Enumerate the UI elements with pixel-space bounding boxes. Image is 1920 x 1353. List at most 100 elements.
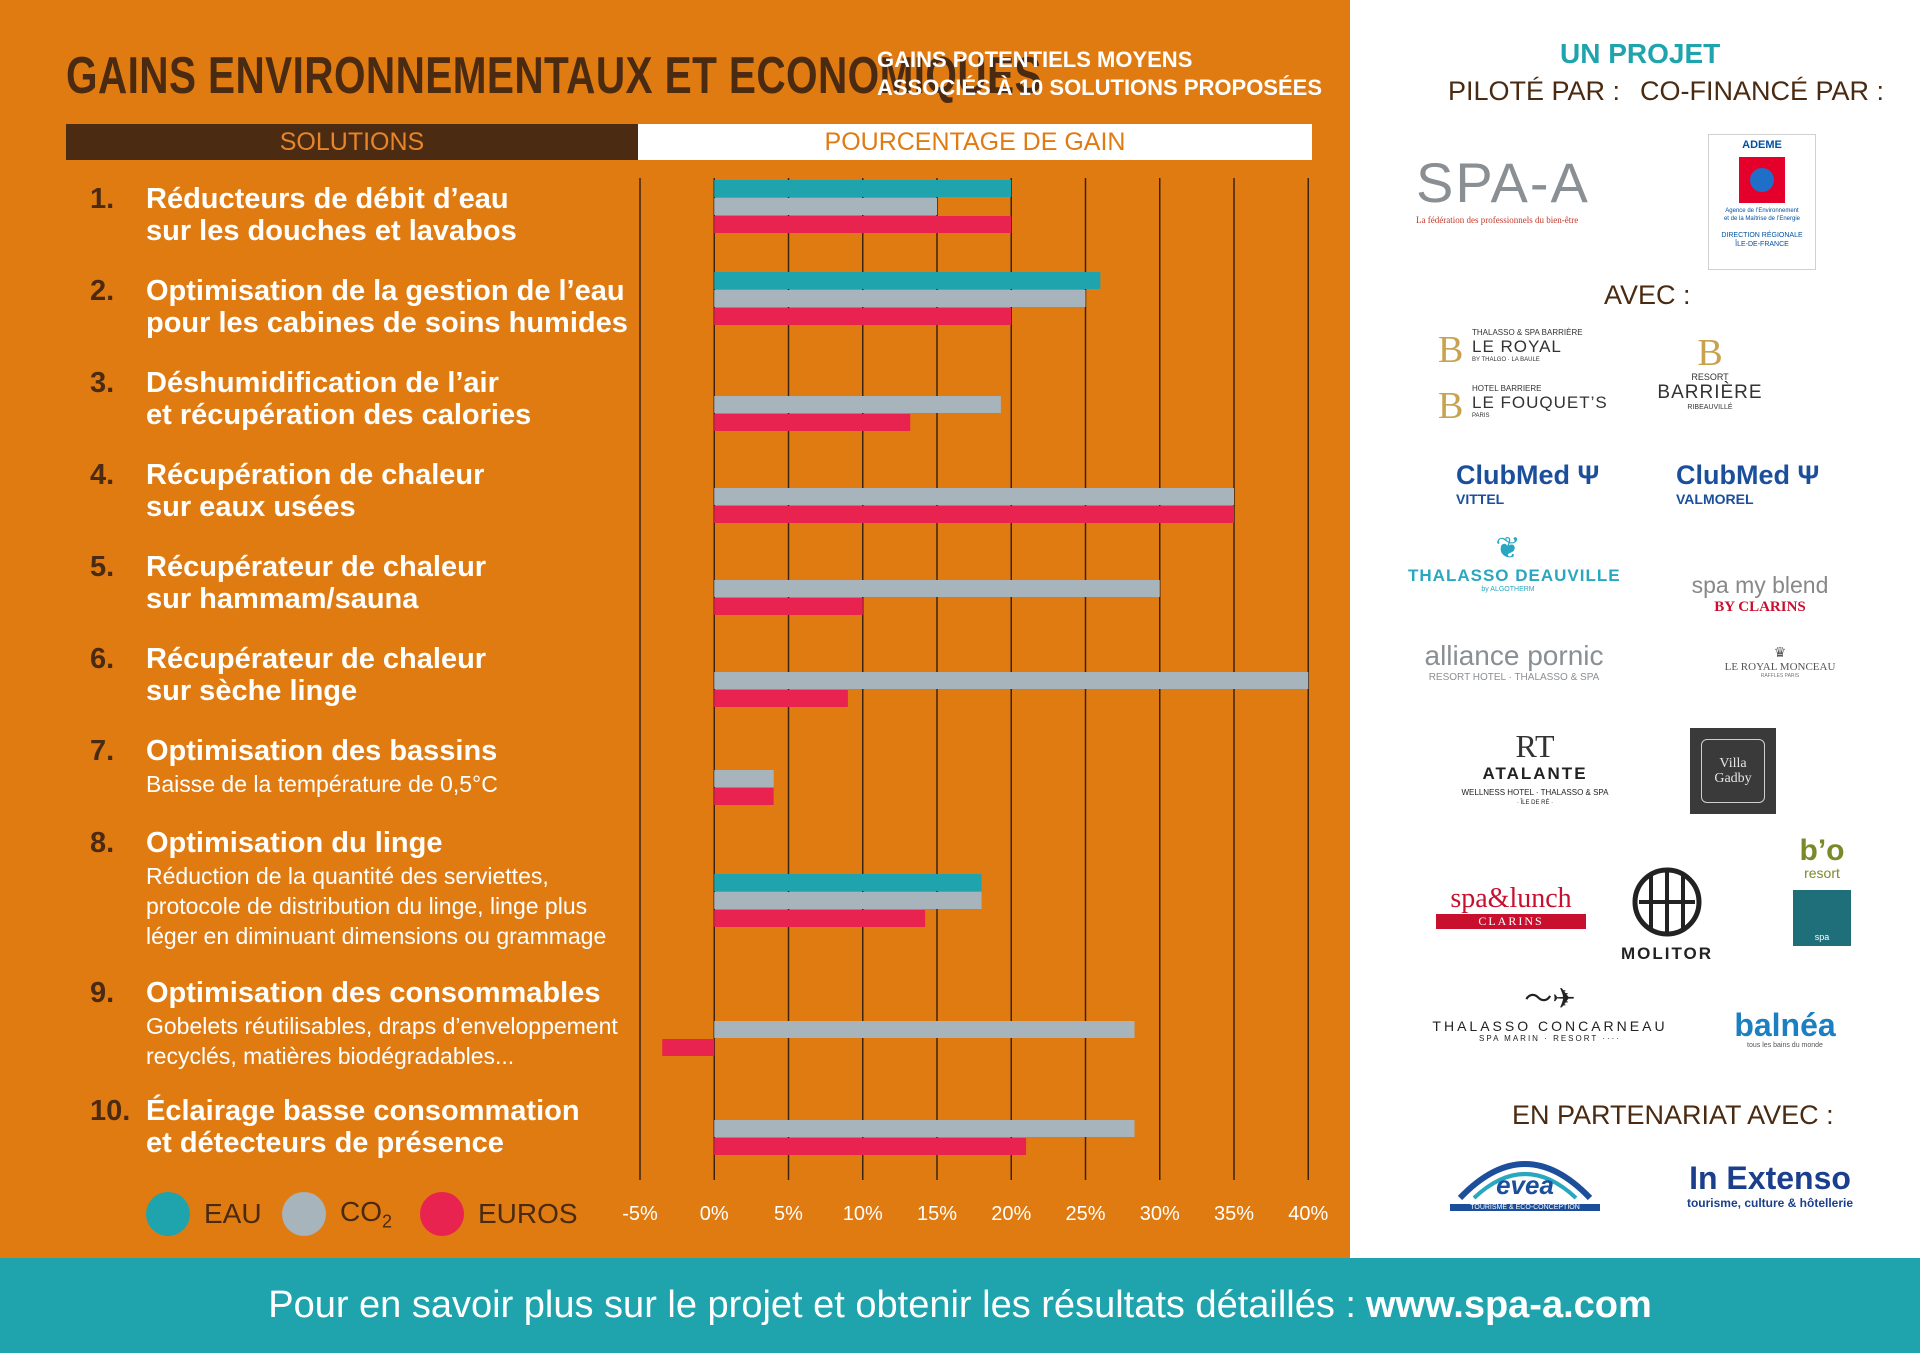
thalasso-concarneau-logo: 〜✈ THALASSO CONCARNEAU SPA MARIN · RESOR… — [1420, 983, 1680, 1044]
un-projet-heading: UN PROJET — [1560, 38, 1721, 69]
x-tick-label: 30% — [1140, 1203, 1180, 1225]
spa-a-logo: SPA-A La fédération des professionnels d… — [1416, 151, 1590, 225]
legend-item-eau: EAU — [146, 1192, 262, 1236]
x-tick-label: 40% — [1288, 1203, 1328, 1225]
solution-number: 7. — [90, 735, 115, 767]
solution-description: Réduction de la quantité des serviettes,… — [146, 863, 607, 949]
bar-euros-4 — [714, 506, 1234, 523]
royal-monceau-logo: ♛ LE ROYAL MONCEAU RAFFLES PARIS — [1710, 644, 1850, 679]
molitor-grid-icon — [1632, 867, 1702, 937]
avec-label: AVEC : — [1604, 280, 1691, 310]
x-tick-label: 10% — [843, 1203, 883, 1225]
legend-label-co2: CO2 — [340, 1195, 393, 1232]
cofinance-par-label: CO-FINANCÉ PAR : — [1640, 76, 1885, 106]
x-tick-label: 5% — [774, 1203, 803, 1225]
solution-number: 1. — [90, 183, 115, 215]
spa-lunch-logo: spa&lunch CLARINS — [1436, 884, 1586, 929]
molitor-logo: MOLITOR — [1612, 866, 1722, 964]
legend-swatch-co2 — [282, 1192, 326, 1236]
alliance-pornic-logo: alliance pornic RESORT HOTEL · THALASSO … — [1424, 640, 1604, 683]
solution-title: Récupérateur de chaleur sur hammam/sauna — [146, 551, 487, 615]
x-tick-label: 35% — [1214, 1203, 1254, 1225]
x-tick-label: 15% — [917, 1203, 957, 1225]
partenariat-label: EN PARTENARIAT AVEC : — [1512, 1100, 1834, 1130]
le-royal-logo: B THALASSO & SPA BARRIÈRE LE ROYAL BY TH… — [1438, 328, 1583, 371]
chart-panel: GAINS ENVIRONNEMENTAUX ET ECONOMIQUES GA… — [0, 0, 1350, 1258]
bar-euros-1 — [714, 216, 1012, 233]
bar-eau-2 — [714, 272, 1101, 289]
x-tick-label: -5% — [622, 1203, 658, 1225]
subtitle-line-2: ASSOCIÉS À 10 SOLUTIONS PROPOSÉES — [877, 75, 1322, 100]
partners-panel: UN PROJET PILOTÉ PAR : CO-FINANCÉ PAR : … — [1350, 0, 1920, 1258]
x-tick-label: 0% — [700, 1203, 729, 1225]
solution-description: Gobelets réutilisables, draps d’envelopp… — [146, 1013, 618, 1069]
solution-title: Récupérateur de chaleur sur sèche linge — [146, 643, 487, 707]
bar-euros-9 — [662, 1039, 715, 1056]
bar-euros-8 — [714, 910, 926, 927]
solution-number: 8. — [90, 827, 115, 859]
trident-icon: Ψ — [1797, 460, 1820, 490]
page-subtitle: GAINS POTENTIELS MOYENS ASSOCIÉS À 10 SO… — [877, 46, 1322, 102]
bo-resort-logo: b’o resort spa — [1782, 836, 1862, 946]
solution-title: Réducteurs de débit d’eau sur les douche… — [146, 183, 517, 247]
le-fouquets-logo: B HOTEL BARRIERE LE FOUQUET’S PARIS — [1438, 384, 1608, 427]
evea-logo: evea TOURISME & ECO-CONCEPTION — [1450, 1150, 1600, 1222]
subtitle-line-1: GAINS POTENTIELS MOYENS — [877, 47, 1193, 72]
bar-euros-3 — [714, 414, 911, 431]
clubmed-valmorel-logo: ClubMed Ψ VALMOREL — [1676, 460, 1820, 507]
thalasso-deauville-logo: ❦ THALASSO DEAUVILLE by ALGOTHERM — [1408, 532, 1621, 593]
solution-title: Optimisation des consommables — [146, 977, 601, 1009]
solution-title: Éclairage basse consommation et détecteu… — [146, 1095, 580, 1159]
bar-co2-9 — [714, 1021, 1135, 1038]
solution-number: 5. — [90, 551, 115, 583]
bar-co2-3 — [714, 396, 1001, 413]
spa-my-blend-logo: spa my blend BY CLARINS — [1691, 572, 1829, 615]
seaweed-icon: ❦ — [1495, 532, 1521, 565]
pilote-par-label: PILOTÉ PAR : — [1448, 76, 1621, 106]
solution-number: 2. — [90, 275, 115, 307]
bar-eau-1 — [714, 180, 1012, 197]
bar-co2-4 — [714, 488, 1234, 505]
bar-co2-2 — [714, 290, 1086, 307]
column-header-gain: POURCENTAGE DE GAIN — [638, 124, 1312, 160]
bar-euros-5 — [714, 598, 863, 615]
legend-swatch-euros — [420, 1192, 464, 1236]
bird-wave-icon: 〜✈ — [1524, 983, 1576, 1014]
x-tick-label: 25% — [1065, 1203, 1105, 1225]
bar-co2-8 — [714, 892, 982, 909]
bar-co2-7 — [714, 770, 774, 787]
barriere-b-icon: B — [1438, 329, 1464, 371]
bar-euros-2 — [714, 308, 1012, 325]
bar-co2-6 — [714, 672, 1309, 689]
clubmed-vittel-logo: ClubMed Ψ VITTEL — [1456, 460, 1600, 507]
footer-link[interactable]: www.spa-a.com — [1366, 1284, 1652, 1326]
barriere-b-icon: B — [1438, 385, 1464, 427]
bar-co2-10 — [714, 1120, 1135, 1137]
balnea-logo: balnéa tous les bains du monde — [1734, 1007, 1836, 1049]
bar-euros-10 — [714, 1138, 1027, 1155]
solution-number: 4. — [90, 459, 115, 491]
bar-euros-7 — [714, 788, 774, 805]
barriere-ribeauville-logo: B RESORT BARRIÈRE RIBEAUVILLÉ — [1650, 334, 1770, 411]
footer-text: Pour en savoir plus sur le projet et obt… — [268, 1284, 1356, 1326]
page-title: GAINS ENVIRONNEMENTAUX ET ECONOMIQUES — [66, 47, 1042, 105]
legend-swatch-eau — [146, 1192, 190, 1236]
solution-number: 9. — [90, 977, 115, 1009]
bar-euros-6 — [714, 690, 848, 707]
solution-title: Optimisation des bassins — [146, 735, 498, 767]
bar-co2-1 — [714, 198, 937, 215]
legend-item-euros: EUROS — [420, 1192, 578, 1236]
x-tick-label: 20% — [991, 1203, 1031, 1225]
legend-item-co2: CO2 — [282, 1192, 392, 1236]
atalante-logo: RT ATALANTE WELLNESS HOTEL · THALASSO & … — [1461, 728, 1609, 806]
villa-gadby-logo: Villa Gadby — [1690, 728, 1776, 814]
footer-banner: Pour en savoir plus sur le projet et obt… — [0, 1258, 1920, 1353]
crown-icon: ♛ — [1773, 644, 1787, 660]
barriere-b-icon: B — [1697, 332, 1723, 374]
solution-title: Déshumidification de l’air et récupérati… — [146, 367, 532, 431]
solution-title: Optimisation du linge — [146, 827, 443, 859]
solution-title: Optimisation de la gestion de l’eau pour… — [146, 275, 628, 339]
ademe-globe-icon — [1739, 157, 1785, 203]
solution-title: Récupération de chaleur sur eaux usées — [146, 459, 485, 523]
trident-icon: Ψ — [1577, 460, 1600, 490]
